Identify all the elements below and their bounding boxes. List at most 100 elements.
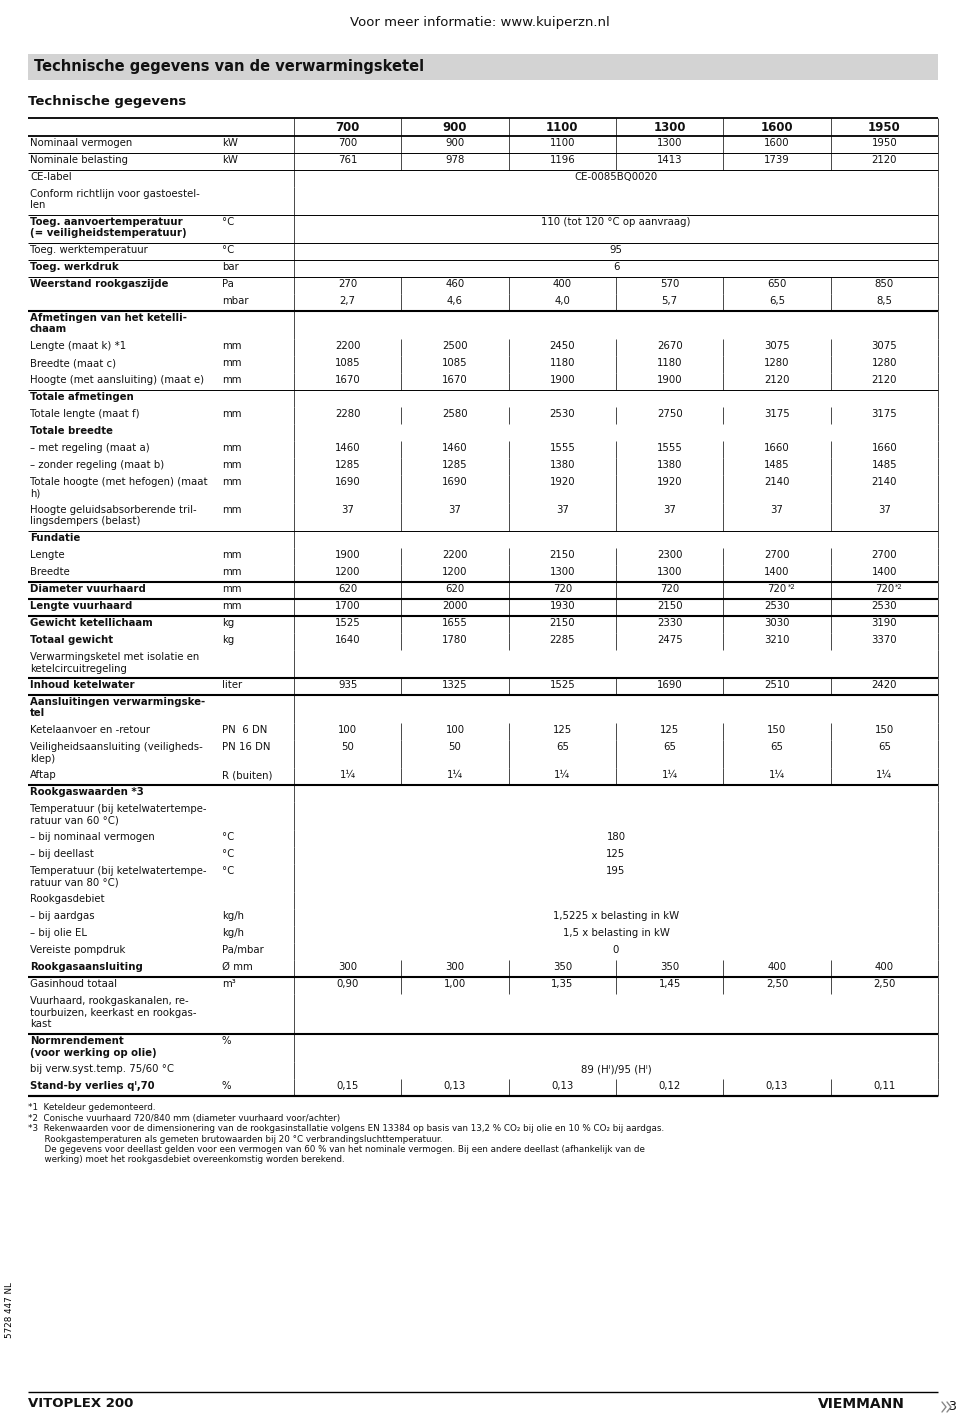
- Text: 2200: 2200: [443, 550, 468, 560]
- Text: De gegevens voor deellast gelden voor een vermogen van 60 % van het nominale ver: De gegevens voor deellast gelden voor ee…: [28, 1145, 645, 1154]
- Text: 1700: 1700: [335, 600, 360, 610]
- Text: bar: bar: [222, 262, 239, 272]
- Text: 1200: 1200: [443, 568, 468, 578]
- Text: 2420: 2420: [872, 680, 897, 690]
- Text: 65: 65: [877, 742, 891, 752]
- Text: mm: mm: [222, 505, 242, 515]
- Text: 1180: 1180: [549, 358, 575, 368]
- Text: 125: 125: [607, 848, 626, 858]
- Text: 1670: 1670: [335, 375, 361, 385]
- Text: 2580: 2580: [443, 409, 468, 419]
- Text: 935: 935: [338, 680, 357, 690]
- Text: 50: 50: [341, 742, 354, 752]
- Text: 150: 150: [875, 724, 894, 734]
- Text: Gasinhoud totaal: Gasinhoud totaal: [30, 980, 117, 990]
- Text: 300: 300: [338, 963, 357, 973]
- Text: 1690: 1690: [657, 680, 683, 690]
- Text: bij verw.syst.temp. 75/60 °C: bij verw.syst.temp. 75/60 °C: [30, 1064, 174, 1074]
- Text: °C: °C: [222, 831, 234, 841]
- Text: 761: 761: [338, 155, 357, 165]
- Text: 1,45: 1,45: [659, 980, 681, 990]
- Text: 1085: 1085: [335, 358, 360, 368]
- Text: 37: 37: [556, 505, 568, 515]
- Text: Conform richtlijn voor gastoestel-: Conform richtlijn voor gastoestel-: [30, 190, 200, 200]
- Text: liter: liter: [222, 680, 242, 690]
- Text: 65: 65: [556, 742, 569, 752]
- Text: 3370: 3370: [872, 635, 898, 645]
- Text: 0,15: 0,15: [336, 1081, 359, 1091]
- Text: mm: mm: [222, 341, 242, 351]
- Text: Rookgasaansluiting: Rookgasaansluiting: [30, 963, 143, 973]
- Text: 620: 620: [338, 585, 357, 595]
- Text: 125: 125: [660, 724, 680, 734]
- Text: (= veiligheidstemperatuur): (= veiligheidstemperatuur): [30, 228, 186, 238]
- Text: mm: mm: [222, 461, 242, 471]
- Text: 1950: 1950: [868, 121, 900, 134]
- Text: 650: 650: [767, 279, 786, 289]
- Text: 850: 850: [875, 279, 894, 289]
- Text: PN  6 DN: PN 6 DN: [222, 724, 268, 734]
- Text: Technische gegevens: Technische gegevens: [28, 96, 186, 108]
- Text: 2120: 2120: [764, 375, 790, 385]
- Text: m³: m³: [222, 980, 236, 990]
- Text: 2330: 2330: [657, 617, 683, 627]
- Text: 1690: 1690: [443, 478, 468, 488]
- Text: chaam: chaam: [30, 325, 67, 335]
- Text: 1600: 1600: [764, 138, 790, 148]
- Text: ratuur van 80 °C): ratuur van 80 °C): [30, 877, 119, 887]
- Text: 2530: 2530: [764, 600, 790, 610]
- Text: 900: 900: [445, 138, 465, 148]
- Text: Totaal gewicht: Totaal gewicht: [30, 635, 113, 645]
- Text: 1739: 1739: [764, 155, 790, 165]
- Text: Totale afmetingen: Totale afmetingen: [30, 392, 133, 402]
- Text: Weerstand rookgaszijde: Weerstand rookgaszijde: [30, 279, 168, 289]
- Text: 300: 300: [445, 963, 465, 973]
- Text: ketelcircuitregeling: ketelcircuitregeling: [30, 663, 127, 673]
- Text: 720: 720: [553, 585, 572, 595]
- Text: 1,00: 1,00: [444, 980, 467, 990]
- Text: 110 (tot 120 °C op aanvraag): 110 (tot 120 °C op aanvraag): [541, 217, 691, 227]
- Text: 1300: 1300: [657, 138, 683, 148]
- Text: 0,12: 0,12: [659, 1081, 681, 1091]
- Text: 2000: 2000: [443, 600, 468, 610]
- Text: 1085: 1085: [443, 358, 468, 368]
- Text: 1950: 1950: [872, 138, 898, 148]
- Text: 2120: 2120: [872, 375, 897, 385]
- Text: 1,5225 x belasting in kW: 1,5225 x belasting in kW: [553, 911, 679, 921]
- Text: 0,90: 0,90: [336, 980, 359, 990]
- Text: Fundatie: Fundatie: [30, 533, 81, 543]
- Text: mm: mm: [222, 358, 242, 368]
- Text: Lengte (maat k) *1: Lengte (maat k) *1: [30, 341, 126, 351]
- Text: Gewicht ketellichaam: Gewicht ketellichaam: [30, 617, 153, 627]
- Text: 100: 100: [338, 724, 357, 734]
- Text: 1900: 1900: [657, 375, 683, 385]
- Text: 1325: 1325: [443, 680, 468, 690]
- Text: 1¼: 1¼: [661, 770, 678, 780]
- Text: Lengte vuurhaard: Lengte vuurhaard: [30, 600, 132, 610]
- Text: Breedte: Breedte: [30, 568, 70, 578]
- Text: °C: °C: [222, 245, 234, 255]
- Text: 1285: 1285: [335, 461, 360, 471]
- Text: Breedte (maat c): Breedte (maat c): [30, 358, 116, 368]
- Text: len: len: [30, 201, 45, 211]
- Text: 2,50: 2,50: [766, 980, 788, 990]
- Text: 2300: 2300: [657, 550, 683, 560]
- Text: Totale lengte (maat f): Totale lengte (maat f): [30, 409, 139, 419]
- Text: lingsdempers (belast): lingsdempers (belast): [30, 516, 140, 526]
- Text: 0,13: 0,13: [551, 1081, 573, 1091]
- Text: 1400: 1400: [764, 568, 790, 578]
- Text: 8,5: 8,5: [876, 297, 893, 307]
- Text: mm: mm: [222, 568, 242, 578]
- Text: 1380: 1380: [657, 461, 683, 471]
- Text: 2700: 2700: [764, 550, 790, 560]
- Text: 2750: 2750: [657, 409, 683, 419]
- Text: 2150: 2150: [549, 550, 575, 560]
- Text: Temperatuur (bij ketelwatertempe-: Temperatuur (bij ketelwatertempe-: [30, 866, 206, 876]
- Text: 1525: 1525: [549, 680, 575, 690]
- Text: 65: 65: [663, 742, 676, 752]
- Text: 1690: 1690: [335, 478, 361, 488]
- Text: 1196: 1196: [549, 155, 575, 165]
- Text: 37: 37: [448, 505, 462, 515]
- Text: 50: 50: [448, 742, 462, 752]
- Text: Nominale belasting: Nominale belasting: [30, 155, 128, 165]
